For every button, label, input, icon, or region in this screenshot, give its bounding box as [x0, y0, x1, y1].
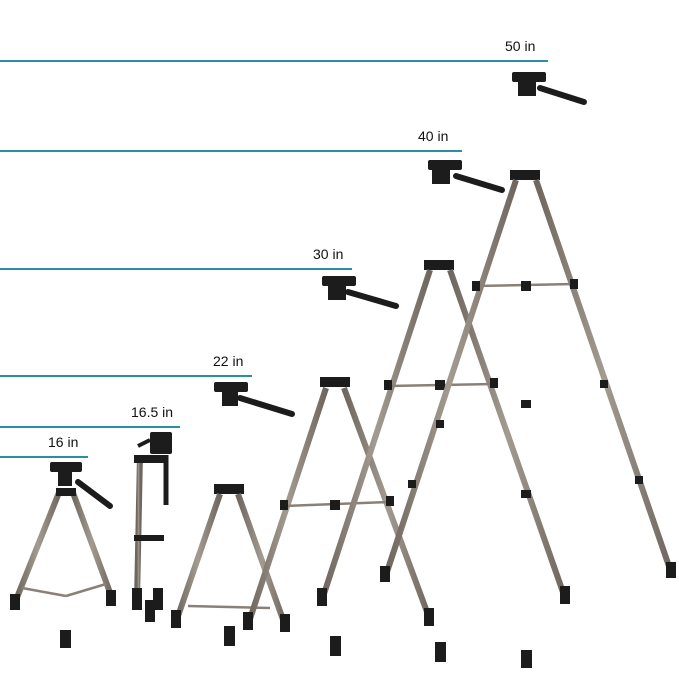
height-label-30: 30 in: [313, 246, 344, 262]
height-label-22: 22 in: [213, 353, 244, 369]
height-guide-40: [0, 150, 462, 152]
tripod-16-5in-folded: [132, 432, 172, 622]
tripod-22in: [171, 382, 295, 646]
height-label-50: 50 in: [505, 38, 536, 54]
height-guide-22: [0, 375, 252, 377]
height-label-40: 40 in: [418, 128, 449, 144]
height-label-16-5: 16.5 in: [131, 404, 174, 420]
height-guide-50: [0, 60, 548, 62]
tripod-30in: [243, 276, 434, 656]
tripod-16in: [10, 462, 116, 648]
height-label-16: 16 in: [48, 434, 79, 450]
tripod-50in: [380, 72, 676, 668]
height-guide-30: [0, 268, 352, 270]
height-guide-16: [0, 456, 88, 458]
height-guide-16-5: [0, 426, 180, 428]
